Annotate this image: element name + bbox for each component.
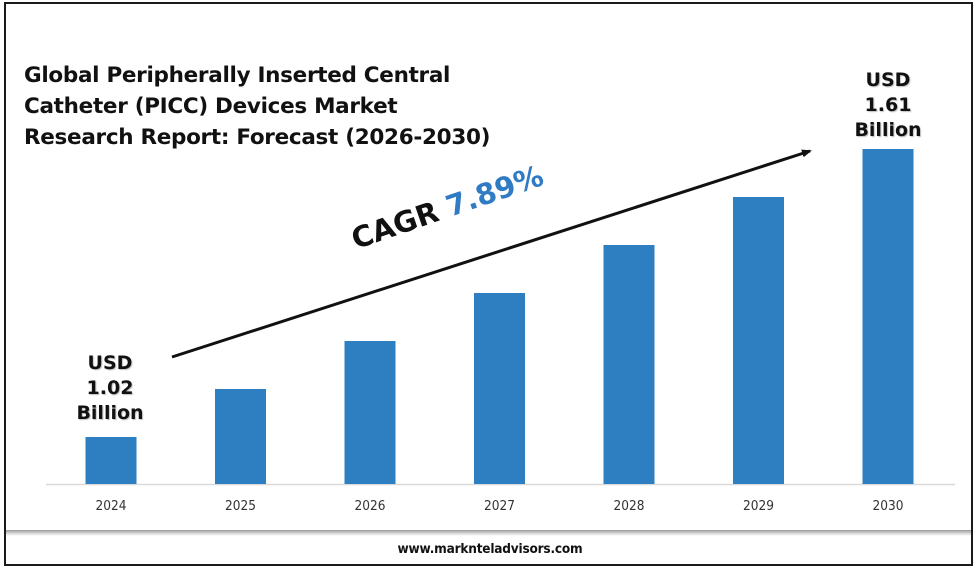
x-tick-label-2029: 2029 bbox=[743, 498, 774, 514]
bar-2028 bbox=[603, 245, 655, 484]
chart-title: Global Peripherally Inserted Central Cat… bbox=[24, 60, 544, 153]
bar-2029 bbox=[733, 197, 784, 484]
start-label-currency: USD bbox=[87, 352, 133, 374]
bar-2027 bbox=[474, 293, 525, 484]
x-tick-label-2027: 2027 bbox=[484, 498, 515, 514]
start-label-value: 1.02 bbox=[86, 377, 134, 399]
bar-2025 bbox=[215, 389, 266, 484]
end-label-value: 1.61 bbox=[864, 94, 912, 116]
title-line-1: Global Peripherally Inserted Central bbox=[24, 63, 451, 88]
x-tick-label-2026: 2026 bbox=[355, 498, 386, 514]
x-tick-label-2024: 2024 bbox=[96, 498, 127, 514]
end-label-unit: Billion bbox=[854, 119, 922, 141]
start-value-label: USD 1.02 Billion bbox=[64, 351, 156, 426]
end-value-label: USD 1.61 Billion bbox=[842, 68, 934, 143]
x-tick-label-2028: 2028 bbox=[614, 498, 645, 514]
title-line-3: Research Report: Forecast (2026-2030) bbox=[24, 125, 491, 150]
end-label-currency: USD bbox=[865, 69, 911, 91]
x-tick-label-2030: 2030 bbox=[873, 498, 904, 514]
start-label-unit: Billion bbox=[76, 402, 144, 424]
bar-2024 bbox=[85, 437, 137, 484]
footer-website: www.marknteladvisors.com bbox=[397, 541, 583, 557]
cagr-arrow bbox=[171, 149, 812, 359]
x-tick-label-2025: 2025 bbox=[225, 498, 256, 514]
bar-2026 bbox=[344, 341, 396, 484]
footer-divider bbox=[6, 530, 971, 536]
bar-2030 bbox=[862, 149, 914, 484]
title-line-2: Catheter (PICC) Devices Market bbox=[24, 94, 398, 119]
